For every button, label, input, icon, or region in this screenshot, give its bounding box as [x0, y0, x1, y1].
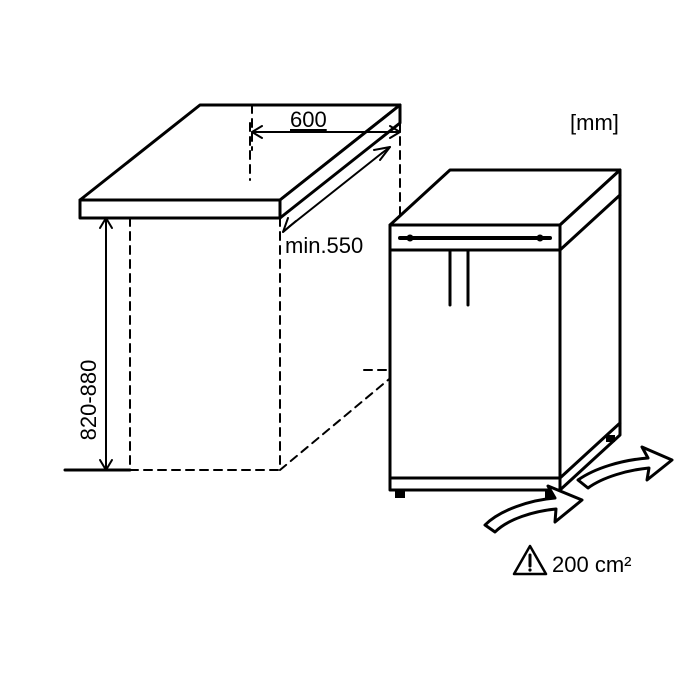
warning-icon [514, 546, 546, 574]
dimension-diagram: [mm] 600 min.550 820-880 200 cm² [0, 0, 700, 700]
unit-label: [mm] [570, 110, 619, 135]
countertop-front-edge [80, 200, 280, 218]
appliance [390, 170, 620, 498]
niche-bottom-depth [280, 370, 400, 470]
width-value: 600 [290, 107, 327, 132]
depth-value: min.550 [285, 233, 363, 258]
vent-value: 200 cm² [552, 552, 631, 577]
height-value: 820-880 [76, 360, 101, 441]
vent-arrow-in [485, 486, 582, 532]
